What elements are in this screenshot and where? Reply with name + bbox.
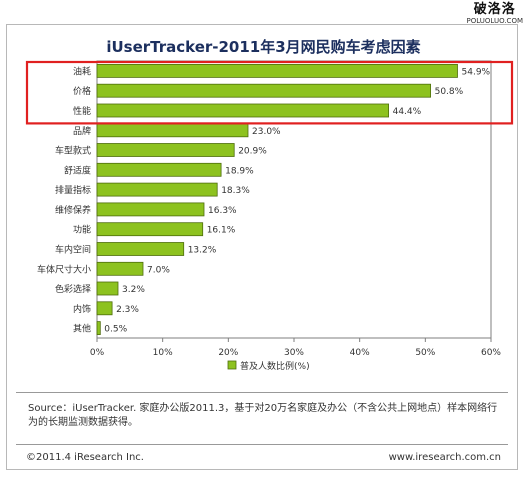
bar <box>96 83 432 98</box>
website: www.iresearch.com.cn <box>388 452 501 463</box>
bar <box>96 261 144 276</box>
bar <box>96 281 119 296</box>
category-label: 车体尺寸大小 <box>37 263 91 275</box>
copyright: ©2011.4 iResearch Inc. <box>26 452 144 463</box>
category-label: 车型款式 <box>55 145 91 157</box>
bar-value-label: 18.3% <box>221 186 250 196</box>
category-label: 价格 <box>73 85 91 97</box>
source-divider <box>16 392 508 393</box>
bar <box>96 321 101 336</box>
bar-value-label: 2.3% <box>116 305 139 315</box>
x-tick-label: 30% <box>284 348 304 358</box>
category-label: 功能 <box>73 224 91 236</box>
category-label: 内饰 <box>73 303 91 315</box>
category-label: 舒适度 <box>64 164 91 176</box>
bar-value-label: 23.0% <box>252 127 281 137</box>
bar <box>96 202 205 217</box>
bar-value-label: 50.8% <box>435 87 464 97</box>
x-tick-label: 20% <box>218 348 238 358</box>
bar <box>96 162 222 177</box>
category-label: 其他 <box>73 323 91 335</box>
bar-value-label: 54.9% <box>462 67 491 77</box>
bar-value-label: 3.2% <box>122 285 145 295</box>
bar-value-label: 20.9% <box>238 147 267 157</box>
category-label: 车内空间 <box>55 244 91 256</box>
category-label: 性能 <box>73 105 91 117</box>
bar-value-label: 18.9% <box>225 166 254 176</box>
watermark-main: 破洛洛 <box>473 2 516 17</box>
bar <box>96 123 249 138</box>
bar <box>96 242 185 256</box>
category-label: 维修保养 <box>55 204 91 216</box>
category-label: 排量指标 <box>55 184 91 196</box>
bar-value-label: 16.1% <box>207 226 236 236</box>
source-note: Source：iUserTracker. 家庭办公版2011.3，基于对20万名… <box>28 403 498 428</box>
watermark-sub: POLUOLUO.COM <box>466 17 523 25</box>
bar <box>96 182 218 197</box>
category-label: 油耗 <box>73 65 91 77</box>
bar <box>96 143 235 157</box>
x-tick-label: 10% <box>153 348 173 358</box>
footer-divider <box>16 444 508 445</box>
legend-label: 普及人数比例(%) <box>240 360 310 372</box>
bar-value-label: 13.2% <box>188 246 217 256</box>
x-tick-label: 50% <box>415 348 435 358</box>
highlight-box <box>25 60 514 125</box>
bar-value-label: 7.0% <box>147 265 170 275</box>
chart-title: iUserTracker-2011年3月网民购车考虑因素 <box>106 38 421 56</box>
category-label: 品牌 <box>73 125 91 137</box>
x-tick-label: 60% <box>481 348 501 358</box>
bar <box>96 222 204 237</box>
x-tick-label: 40% <box>350 348 370 358</box>
watermark: 破洛洛 POLUOLUO.COM <box>467 2 523 26</box>
bar <box>96 64 458 78</box>
bar <box>96 103 390 118</box>
category-label: 色彩选择 <box>55 283 91 295</box>
plot-area <box>96 60 492 339</box>
legend-swatch <box>227 360 237 370</box>
x-tick-label: 0% <box>90 348 105 358</box>
bar-value-label: 44.4% <box>393 107 422 117</box>
bar <box>96 301 113 316</box>
bar-value-label: 0.5% <box>104 325 127 335</box>
bar-value-label: 16.3% <box>208 206 237 216</box>
